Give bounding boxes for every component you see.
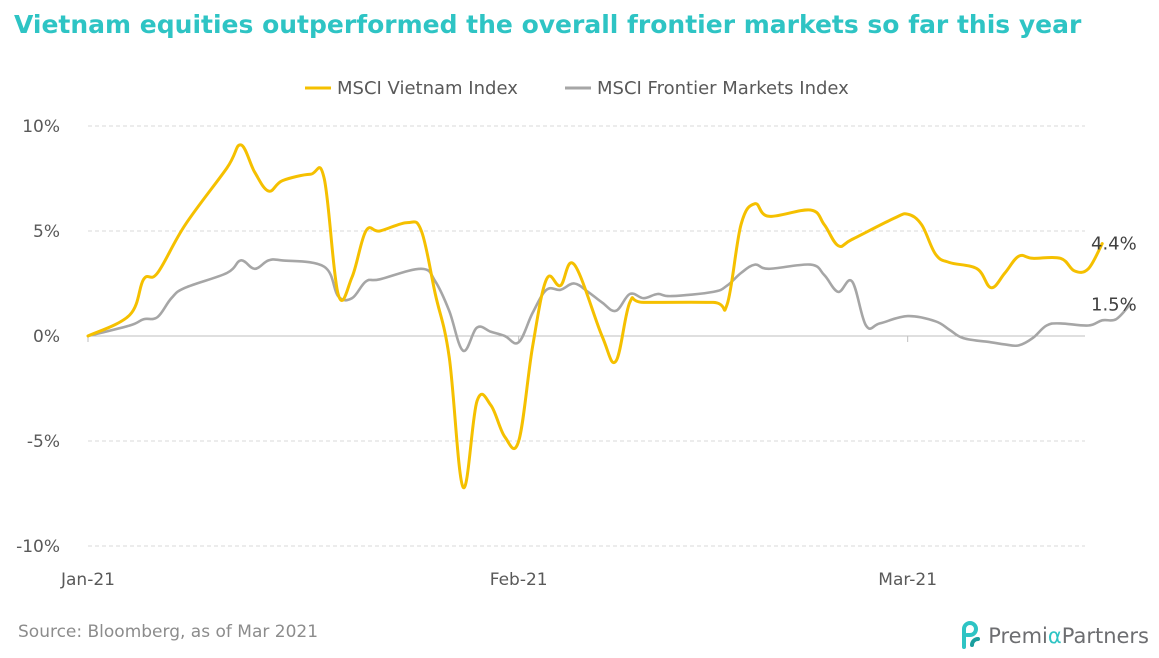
y-tick-label: 0% [33, 327, 60, 347]
series-lines [86, 143, 1132, 489]
logo-suffix: Partners [1061, 624, 1149, 648]
legend: MSCI Vietnam Index MSCI Frontier Markets … [305, 78, 849, 99]
gridlines [88, 125, 1085, 547]
legend-label: MSCI Vietnam Index [337, 78, 518, 99]
legend-label: MSCI Frontier Markets Index [597, 78, 849, 99]
premia-partners-logo: PremiαPartners [958, 620, 1149, 652]
series-end-label: 1.5% [1091, 295, 1137, 316]
axes: 10% 5% 0% -5% -10%Jan-21 Feb-21 Mar-21 [16, 117, 1085, 590]
x-tick-label: Mar-21 [878, 570, 937, 590]
y-tick-label: -10% [16, 537, 60, 557]
y-tick-label: 5% [33, 222, 60, 242]
x-tick-label: Feb-21 [490, 570, 548, 590]
end-labels: 4.4% 1.5% [1091, 234, 1137, 316]
x-tick-label: Jan-21 [60, 570, 115, 590]
chart-title: Vietnam equities outperformed the overal… [14, 10, 1082, 39]
logo-alpha: α [1047, 624, 1062, 648]
vietnam-index-line [86, 143, 1104, 489]
y-tick-label: -5% [27, 432, 60, 452]
y-tick-label: 10% [22, 117, 60, 137]
logo-prefix: Premi [988, 624, 1048, 648]
series-end-label: 4.4% [1091, 234, 1137, 255]
frontier-index-line [86, 258, 1132, 353]
logo-wordmark: PremiαPartners [988, 624, 1149, 648]
premia-logo-icon [962, 621, 981, 649]
source-note: Source: Bloomberg, as of Mar 2021 [18, 622, 319, 642]
